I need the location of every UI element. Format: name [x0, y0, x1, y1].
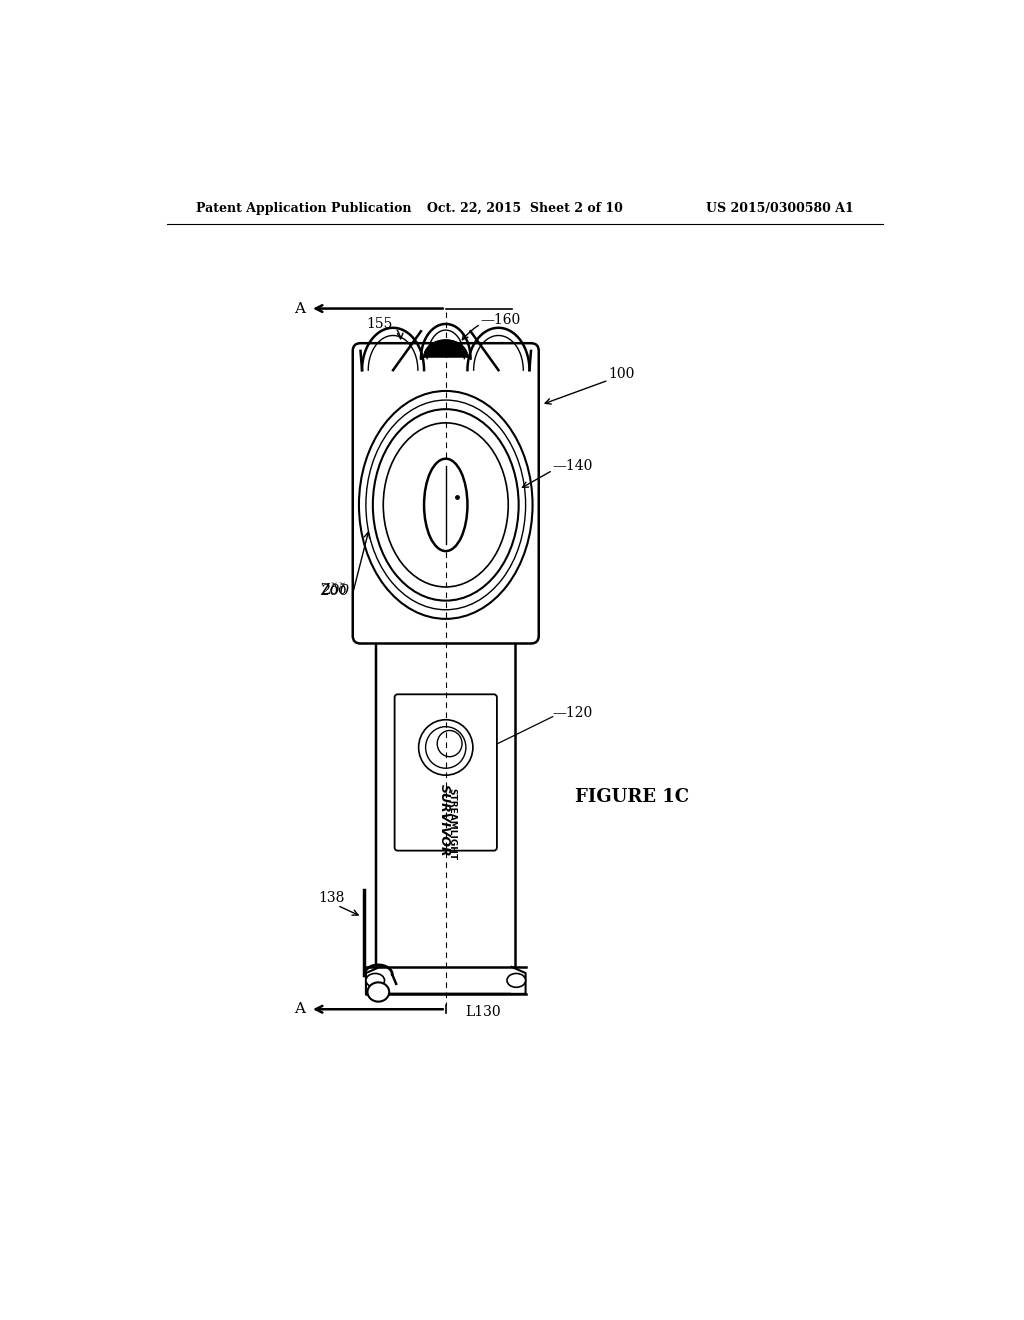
Text: 300: 300 [395, 494, 422, 508]
Text: Oct. 22, 2015  Sheet 2 of 10: Oct. 22, 2015 Sheet 2 of 10 [427, 202, 623, 215]
Ellipse shape [366, 973, 385, 987]
Text: —120: —120 [553, 706, 593, 719]
Ellipse shape [373, 409, 519, 601]
Text: Zðð: Zðð [321, 582, 346, 597]
FancyBboxPatch shape [376, 420, 515, 994]
Ellipse shape [368, 982, 389, 1002]
Polygon shape [366, 966, 380, 994]
Text: 200: 200 [321, 585, 349, 598]
Text: 100: 100 [608, 367, 635, 381]
Polygon shape [424, 341, 467, 358]
Ellipse shape [507, 973, 525, 987]
Text: 155: 155 [367, 317, 393, 331]
Text: A: A [294, 1002, 305, 1016]
Text: STREAMLIGHT: STREAMLIGHT [447, 788, 457, 861]
Text: —160: —160 [480, 313, 521, 327]
Text: FIGURE 1C: FIGURE 1C [574, 788, 689, 807]
Text: 138: 138 [318, 891, 345, 904]
Text: US 2015/0300580 A1: US 2015/0300580 A1 [706, 202, 853, 215]
Text: A: A [294, 301, 305, 315]
FancyBboxPatch shape [394, 694, 497, 850]
Ellipse shape [424, 459, 467, 552]
Polygon shape [512, 966, 525, 994]
Ellipse shape [383, 422, 508, 587]
Text: SURVIVOR: SURVIVOR [437, 784, 451, 857]
Text: L130: L130 [465, 1005, 501, 1019]
FancyBboxPatch shape [352, 343, 539, 644]
Text: Patent Application Publication: Patent Application Publication [197, 202, 412, 215]
Text: —140: —140 [553, 459, 593, 474]
